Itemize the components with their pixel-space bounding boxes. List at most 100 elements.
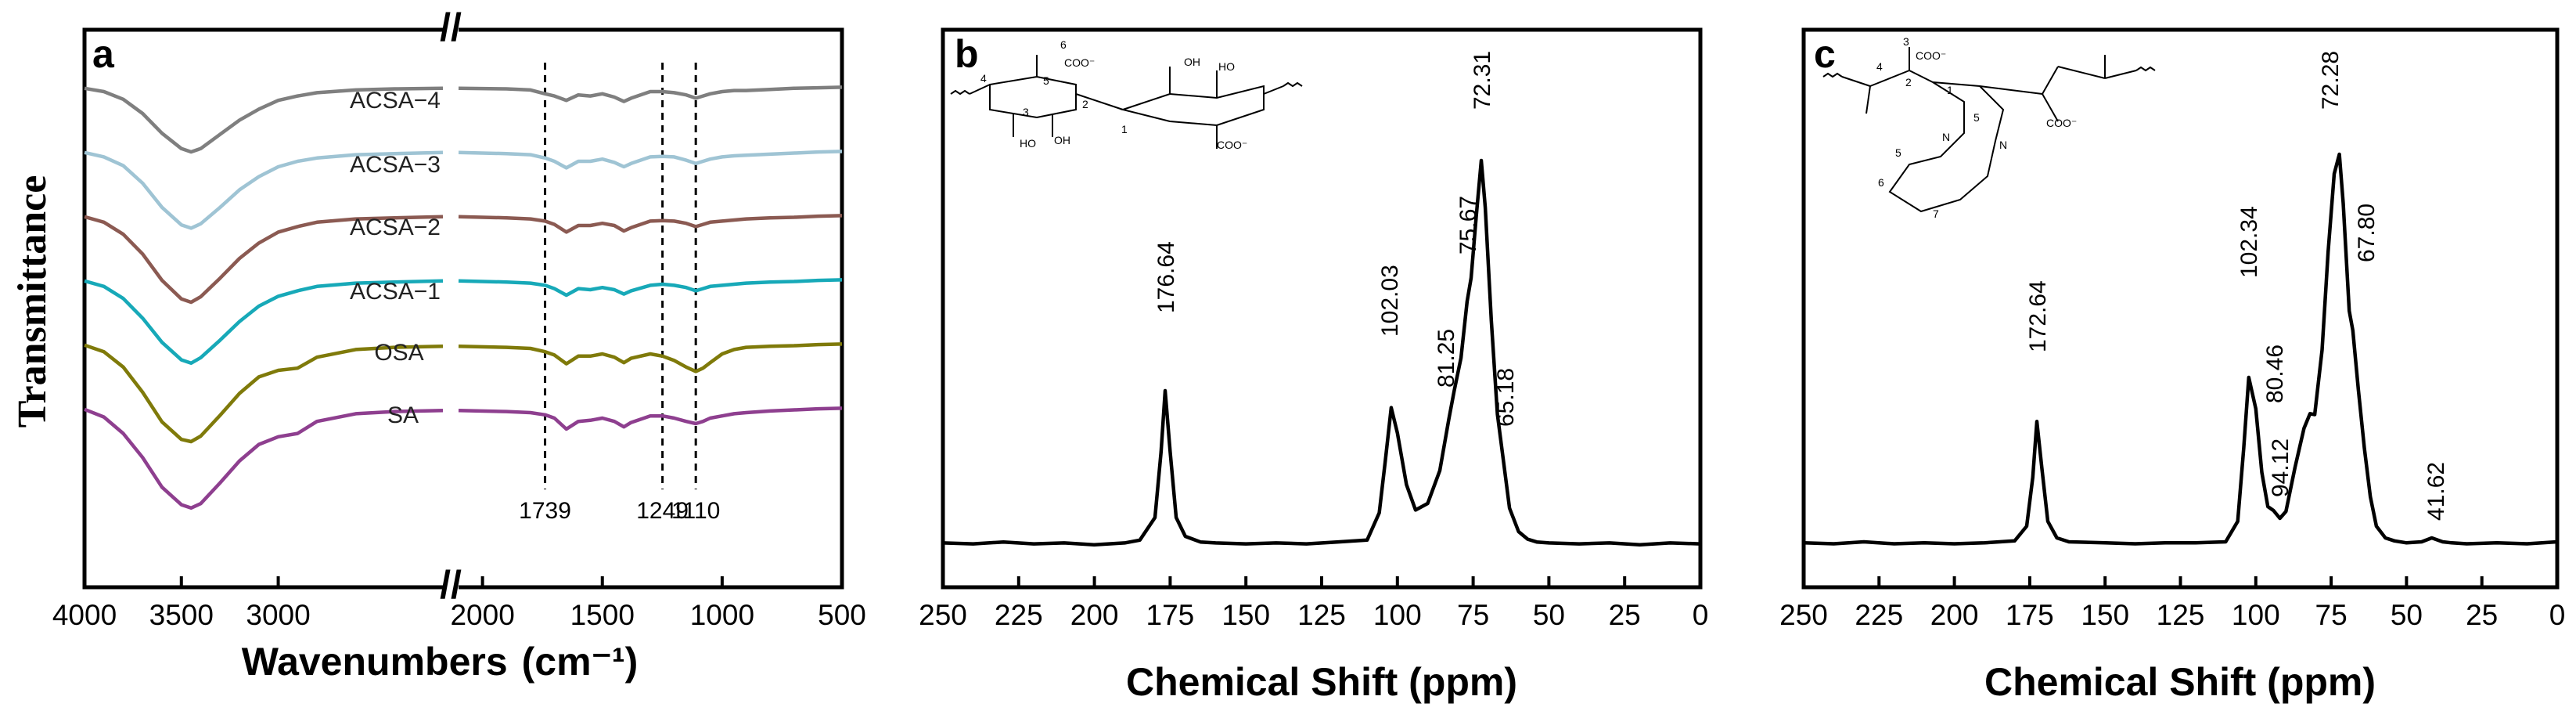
- ftir-series-label: OSA: [374, 340, 423, 366]
- struct-c-bond: [2104, 70, 2137, 79]
- alginate-structure: 6 COO⁻ 5 4 3 2 1 HO OH OH HO COO⁻: [950, 38, 1303, 151]
- nmr-b-x-tick-label: 150: [1221, 599, 1270, 631]
- ftir-marker-label: 1249: [636, 498, 689, 524]
- nmr-b-peak-label: 81.25: [1434, 329, 1459, 388]
- struct-c-label-nb: N: [1999, 139, 2007, 151]
- nmr-c-peak-labels: 172.64 102.34 94.12 80.46 72.28 67.80 41.62: [2025, 51, 2449, 521]
- ftir-series-line: [84, 215, 444, 305]
- ftir-panel: Transmittance // // a 4000 3500 3000 2000 15…: [10, 5, 866, 684]
- nmr-b-x-tick-label: 250: [919, 599, 967, 631]
- struct-c-macrocycle: [1888, 81, 2005, 213]
- nmr-c-x-tick-label: 125: [2157, 599, 2205, 631]
- struct-b-label-2: 2: [1082, 98, 1088, 110]
- struct-b-ring1: [989, 75, 1077, 119]
- ftir-series-label: ACSA−1: [350, 279, 441, 305]
- nmr-c-peak-label: 80.46: [2262, 345, 2288, 403]
- struct-c-label-5b: 5: [1895, 146, 1901, 159]
- ftir-series-line: [458, 406, 843, 431]
- struct-c-label-na: N: [1942, 131, 1950, 143]
- struct-c-bond: [1865, 85, 1871, 114]
- nmr-c-x-tick-label: 150: [2081, 599, 2129, 631]
- struct-b-wavy-left: [950, 89, 970, 96]
- nmr-b-peak-label: 102.03: [1377, 265, 1403, 337]
- ftir-marker-label: 1110: [671, 498, 720, 524]
- struct-b-label-coo2: COO⁻: [1217, 139, 1247, 151]
- nmr-b-x-tick-label: 75: [1457, 599, 1489, 631]
- nmr-c-spectrum: [1803, 152, 2558, 546]
- struct-b-label-ho: HO: [1020, 137, 1036, 150]
- nmr-c-peak-label: 94.12: [2268, 438, 2294, 497]
- nmr-c-x-axis-title: Chemical Shift (ppm): [1984, 660, 2376, 704]
- nmr-b-peak-label: 65.18: [1493, 368, 1519, 427]
- ftir-series-label: ACSA−2: [350, 215, 441, 240]
- axis-break-gap-bottom: [443, 579, 459, 595]
- ftir-x-tick-label: 1000: [690, 599, 754, 631]
- nmr-c-peak-label: 172.64: [2025, 280, 2051, 352]
- nmr-c-x-tick-label: 0: [2549, 599, 2566, 631]
- struct-c-label-5a: 5: [1973, 111, 1980, 124]
- ftir-series-line: [84, 407, 444, 511]
- nmr-b-peak-label: 72.31: [1470, 51, 1495, 110]
- nmr-b-peak-label: 176.64: [1153, 241, 1179, 313]
- nmr-c-spectrum-line: [1803, 152, 2558, 546]
- struct-c-label-coo2: COO⁻: [2046, 117, 2077, 129]
- ftir-series-line: [458, 342, 843, 373]
- nmr-b-x-tick-label: 0: [1693, 599, 1709, 631]
- ftir-x-tick-label: 2000: [450, 599, 514, 631]
- ftir-plot-frame: [82, 27, 844, 590]
- struct-b-label-oh: OH: [1054, 134, 1070, 146]
- struct-b-ring2: [1120, 85, 1265, 127]
- nmr-b-x-ticks: 250 225 200 175 150 125 100 75 50 25 0: [919, 576, 1708, 631]
- nmr-c-peak-label: 67.80: [2354, 204, 2380, 262]
- nmr-c-x-ticks: 250 225 200 175 150 125 100 75 50 25 0: [1779, 576, 2565, 631]
- ftir-x-tick-label: 4000: [52, 599, 117, 631]
- struct-c-bond: [1909, 70, 1934, 83]
- ftir-series-line: [458, 278, 843, 298]
- struct-c-label-1: 1: [1947, 84, 1953, 96]
- ftir-x-axis-unit: (cm⁻¹): [522, 640, 639, 684]
- struct-b-label-5: 5: [1043, 74, 1049, 87]
- panel-letter-c: c: [1814, 32, 1836, 76]
- struct-b-label-ho2: HO: [1218, 60, 1235, 73]
- y-axis-title: Transmittance: [10, 175, 55, 428]
- ftir-break-mark-bottom: //: [440, 563, 462, 607]
- nmr-c-x-tick-label: 225: [1855, 599, 1903, 631]
- struct-b-bond: [1263, 85, 1284, 95]
- struct-c-bond: [1841, 76, 1871, 87]
- ftir-x-ticks: 4000 3500 3000 2000 1500 1000 500: [52, 576, 866, 631]
- struct-c-bond: [1979, 85, 2043, 95]
- struct-c-bond: [2057, 66, 2106, 79]
- struct-c-label-4: 4: [1876, 60, 1883, 73]
- nmr-b-x-tick-label: 225: [995, 599, 1043, 631]
- ftir-x-axis-title: Wavenumbers (cm⁻¹): [242, 640, 639, 684]
- struct-c-label-6: 6: [1878, 176, 1884, 189]
- nmr-b-peak-label: 75.67: [1455, 196, 1481, 254]
- nmr-c-x-tick-label: 25: [2466, 599, 2498, 631]
- nmr-b-x-tick-label: 125: [1297, 599, 1346, 631]
- struct-c-bond: [2042, 93, 2059, 122]
- nmr-c-x-tick-label: 50: [2391, 599, 2423, 631]
- ftir-x-tick-label: 500: [818, 599, 866, 631]
- nmr-c-x-tick-label: 75: [2315, 599, 2348, 631]
- struct-b-label-3: 3: [1023, 106, 1029, 118]
- struct-c-label-3: 3: [1903, 35, 1909, 48]
- nmr-c-peak-label: 102.34: [2236, 206, 2262, 278]
- ftir-series-line: [458, 150, 843, 170]
- struct-c-bond: [1869, 70, 1910, 87]
- nmr-c-x-tick-label: 100: [2232, 599, 2280, 631]
- struct-b-label-6: 6: [1060, 38, 1067, 51]
- acsa-structure: 3 COO⁻ 4 2 1 5 N 5 6 7 N COO⁻: [1822, 35, 2156, 220]
- panel-letter-b: b: [955, 32, 979, 76]
- nmr-panel-b: b 250 225 200 175 150 125 100 75 50 25 0 176.64 102…: [919, 27, 1708, 704]
- ftir-series-line: [84, 279, 444, 366]
- nmr-b-peak-labels: 176.64 102.03 81.25 75.67 72.31 65.18: [1153, 51, 1519, 427]
- nmr-c-x-tick-label: 250: [1779, 599, 1828, 631]
- ftir-series-label: ACSA−4: [350, 88, 441, 114]
- nmr-b-x-tick-label: 50: [1533, 599, 1565, 631]
- nmr-b-spectrum: [942, 158, 1701, 547]
- ftir-series-line: [84, 86, 444, 154]
- ftir-series-label: SA: [387, 402, 419, 428]
- struct-c-label-7: 7: [1933, 207, 1939, 220]
- struct-b-wavy-right: [1283, 81, 1303, 88]
